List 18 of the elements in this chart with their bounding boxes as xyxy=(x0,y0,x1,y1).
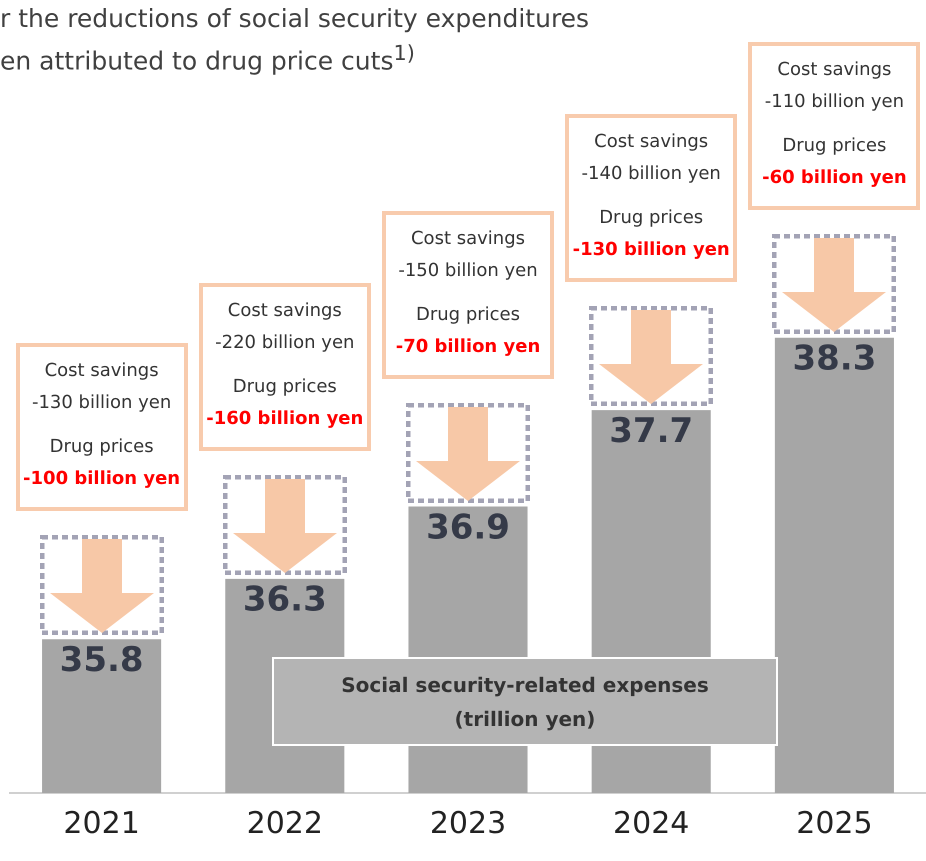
data-label: 38.3 xyxy=(792,338,876,379)
x-tick-label: 2025 xyxy=(796,806,873,841)
caption-box: Social security-related expenses (trillion yen) xyxy=(272,657,778,746)
x-tick-label: 2021 xyxy=(63,806,140,841)
x-tick-label: 2023 xyxy=(430,806,506,841)
x-tick-label: 2024 xyxy=(613,806,690,841)
data-label: 37.7 xyxy=(609,410,694,451)
text: Cost savings -220 billion yen Drug prices -160 billion yen xyxy=(206,300,364,429)
data-label: 36.9 xyxy=(426,507,510,548)
text: Cost savings -150 billion yen Drug prices -70 billion yen xyxy=(396,228,540,357)
text: Cost savings -130 billion yen Drug prices -100 billion yen xyxy=(23,360,180,490)
x-tick-label: 2022 xyxy=(246,806,323,841)
data-label: 35.8 xyxy=(60,640,144,680)
chart-title: r the reductions of social security expenditures en attributed to drug price cuts$^{1)}$ xyxy=(0,3,590,78)
data-label: 36.3 xyxy=(242,580,327,620)
y-axis-title: Social security-related expenses (trillion yen) xyxy=(340,672,710,732)
text: Cost savings -140 billion yen Drug prices -130 billion yen xyxy=(572,131,730,260)
text: Cost savings -110 billion yen Drug prices -60 billion yen xyxy=(762,58,907,188)
